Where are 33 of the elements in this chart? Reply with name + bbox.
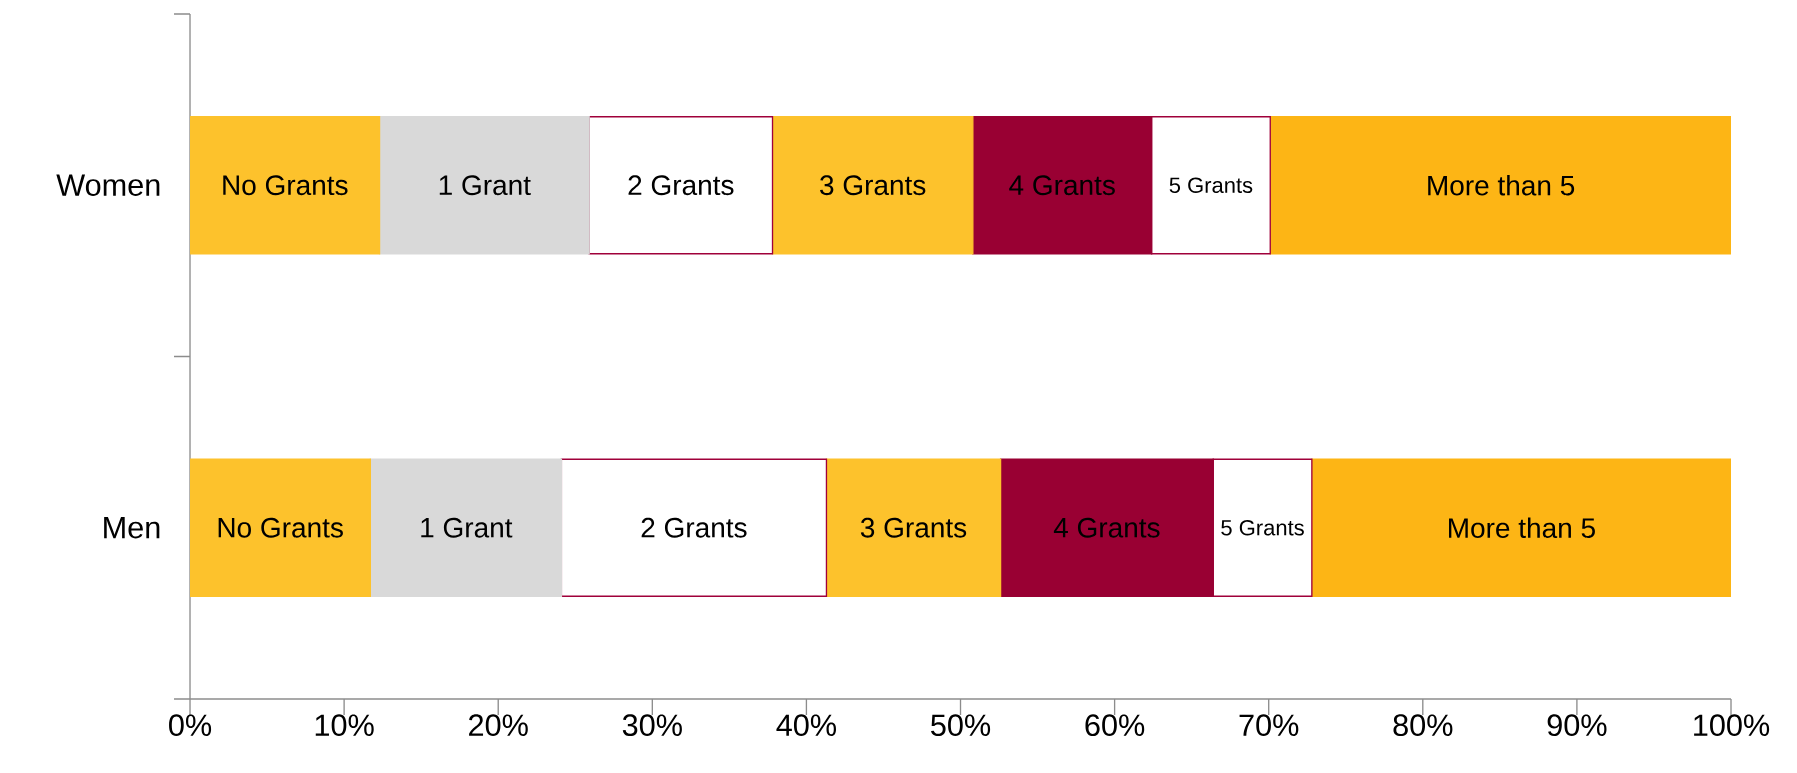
- x-tick-label: 90%: [1547, 714, 1607, 737]
- y-tick-label: Women: [56, 174, 160, 196]
- x-tick-label: 50%: [931, 714, 991, 737]
- bar: [369, 458, 563, 597]
- series-label: More than 5: [1428, 174, 1575, 196]
- x-tick-label: 0%: [169, 714, 212, 737]
- series-label: 4 Grants: [1009, 175, 1115, 196]
- text: 2 Grants: [641, 517, 747, 538]
- text: No Grants: [223, 175, 348, 196]
- bar: [588, 116, 774, 255]
- text: 3 Grants: [820, 175, 926, 196]
- x-tick-label: 100%: [1694, 714, 1770, 737]
- bar: [560, 458, 828, 597]
- x-tick-label: 80%: [1393, 714, 1453, 737]
- x-tick-label: 20%: [469, 714, 528, 737]
- series-label: 2 Grants: [628, 175, 734, 196]
- x-tick-label: 30%: [622, 714, 682, 737]
- series-label: 5 Grants: [1221, 519, 1304, 536]
- x-tick-label: 40%: [776, 714, 836, 737]
- series-label: No Grants: [218, 517, 343, 538]
- text: 4 Grants: [1053, 517, 1160, 538]
- text: 1 Grant: [439, 175, 531, 196]
- y-tick-label: Men: [104, 517, 160, 539]
- bar: [825, 458, 1002, 597]
- bar: [771, 116, 974, 255]
- series-label: 3 Grants: [860, 517, 967, 538]
- x-tick-label: 10%: [315, 714, 374, 737]
- x-tick-label: 70%: [1239, 714, 1299, 737]
- x-tick-label: 60%: [1085, 714, 1145, 737]
- text: More than 5: [1449, 517, 1595, 539]
- text: 5 Grants: [1169, 177, 1253, 194]
- bar: [378, 116, 590, 255]
- series-label: 1 Grant: [421, 517, 513, 538]
